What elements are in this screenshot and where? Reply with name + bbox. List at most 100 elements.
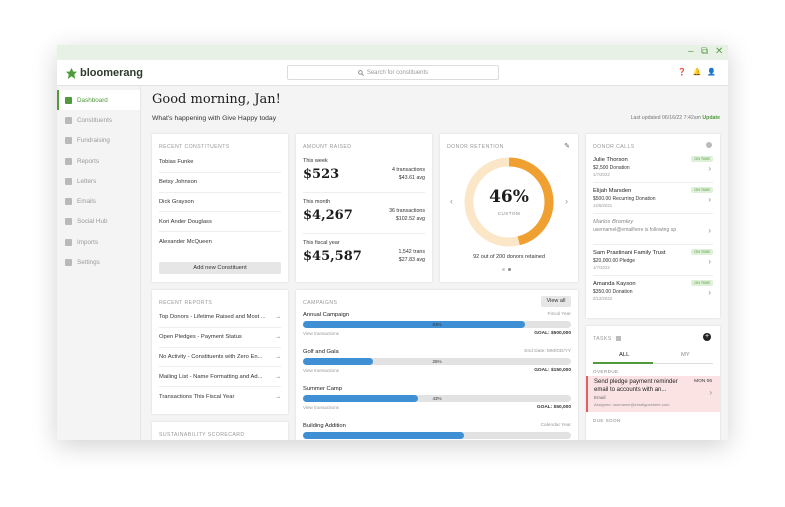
status-badge: ON TIME xyxy=(691,156,713,162)
list-item[interactable]: Tobias Funke xyxy=(159,153,281,173)
list-item[interactable]: Alexander McQueen xyxy=(159,239,212,246)
tab-all[interactable]: ALL xyxy=(619,352,630,358)
amount-raised-card: AMOUNT RAISED This week $523 4 transacti… xyxy=(296,134,432,282)
sidebar-item-settings[interactable]: Settings xyxy=(57,252,140,272)
tasks-card: TASKS + ALL MY OVERDUE Send pledge payme… xyxy=(586,326,720,440)
campaign-goal: GOAL: $500,000 xyxy=(534,331,571,336)
amount-row: This month $4,267 36 transactions $102.52… xyxy=(303,193,425,234)
tab-my[interactable]: MY xyxy=(681,352,690,358)
list-item[interactable]: Transactions This Fiscal Year → xyxy=(159,394,281,401)
sidebar-item-constituents[interactable]: Constituents xyxy=(57,110,140,130)
retention-ring-fill xyxy=(464,157,554,247)
list-item[interactable]: Mailing List - Name Formatting and Ad...… xyxy=(159,367,281,388)
campaign-row[interactable]: Annual Campaign Fiscal Year 83% View transa… xyxy=(303,308,571,345)
card-title: SUSTAINABILITY SCORECARD xyxy=(159,432,245,438)
retention-sublabel: CUSTOM xyxy=(497,211,521,216)
status-badge: ON TIME xyxy=(691,187,713,193)
bell-icon[interactable]: 🔔 xyxy=(692,69,702,76)
view-all-button[interactable]: View all xyxy=(541,296,571,307)
title-bar: – ⧉ ✕ xyxy=(57,45,728,60)
add-task-button[interactable]: + xyxy=(703,333,711,341)
chevron-right-icon: › xyxy=(708,226,711,235)
search-input[interactable]: Search for constituents xyxy=(287,65,499,80)
campaign-row[interactable]: Building Addition Calendar Year xyxy=(303,419,571,440)
arrow-right-icon: → xyxy=(275,353,281,360)
campaign-row[interactable]: Golf and Gala End Date: MM/DD/YY 26% View t… xyxy=(303,345,571,382)
chevron-right-icon: › xyxy=(708,288,711,297)
sidebar-item-social-hub[interactable]: Social Hub xyxy=(57,212,140,232)
sustainability-card: SUSTAINABILITY SCORECARD xyxy=(152,422,288,440)
list-item[interactable]: Kori Ander Douglass xyxy=(159,212,281,233)
recent-constituents-card: RECENT CONSTITUENTS Tobias Funke Betsy J… xyxy=(152,134,288,282)
arrow-right-icon: → xyxy=(275,373,281,380)
search-placeholder: Search for constituents xyxy=(366,69,429,76)
sidebar-item-reports[interactable]: Reports xyxy=(57,151,140,171)
list-item[interactable]: Elijah Marsden $500.00 Recurring Donatio… xyxy=(593,183,713,214)
close-button[interactable]: ✕ xyxy=(715,46,724,57)
chevron-right-icon: › xyxy=(709,388,712,397)
task-list-icon xyxy=(616,336,621,341)
phone-icon[interactable] xyxy=(706,142,712,148)
user-icon[interactable]: 👤 xyxy=(707,69,716,76)
campaign-row[interactable]: Summer Camp 43% View transactions GOAL: $50… xyxy=(303,382,571,419)
campaign-name: Annual Campaign xyxy=(303,312,350,318)
sidebar-item-imports[interactable]: Imports xyxy=(57,232,140,252)
arrow-right-icon: → xyxy=(275,314,281,321)
arrow-right-icon: → xyxy=(275,394,281,401)
donor-calls-card: DONOR CALLS Julie Thorson $2,500 Donatio… xyxy=(586,134,720,318)
list-item[interactable]: Open Pledges - Payment Status → xyxy=(159,328,281,348)
campaign-progress-fill xyxy=(303,321,526,328)
tab-underline xyxy=(593,362,653,364)
sidebar-item-dashboard[interactable]: Dashboard xyxy=(57,90,140,111)
minimize-button[interactable]: – xyxy=(688,46,694,57)
sidebar-item-letters[interactable]: Letters xyxy=(57,171,140,191)
page-title: Good morning, Jan! xyxy=(152,92,281,107)
list-item[interactable]: Betsy Johnson xyxy=(159,173,281,193)
last-updated-text: Last updated 06/16/22 7:42am xyxy=(630,115,701,121)
amount-value: $4,267 xyxy=(303,208,353,223)
carousel-dots[interactable] xyxy=(502,268,511,271)
help-icon[interactable]: ❓ xyxy=(677,69,687,76)
list-item[interactable]: No Activity - Constituents with Zero En.… xyxy=(159,348,281,368)
list-item[interactable]: Amanda Kayson $350.00 Donation 2/12/2022… xyxy=(593,280,713,301)
sidebar-item-emails[interactable]: Emails xyxy=(57,191,140,211)
search-icon xyxy=(357,69,364,76)
chevron-right-icon: › xyxy=(708,257,711,266)
list-item[interactable]: Sam Prastinani Family Trust $20,000.00 P… xyxy=(593,245,713,276)
list-item[interactable]: Top Donors - Lifetime Raised and Most ..… xyxy=(159,308,281,328)
campaign-name: Golf and Gala xyxy=(303,349,339,355)
campaign-percent: 43% xyxy=(432,396,442,401)
brand-logo[interactable]: bloomerang xyxy=(66,67,143,79)
page-subtitle: What's happening with Give Happy today xyxy=(152,115,277,122)
view-transactions-link[interactable]: View transactions xyxy=(303,405,339,410)
edit-pencil-icon[interactable]: ✎ xyxy=(564,143,570,150)
card-title: TASKS xyxy=(593,336,612,342)
list-item[interactable]: Marlos Bromley usernamel@emailhere is fo… xyxy=(593,214,713,245)
chart-icon xyxy=(65,157,72,165)
list-item[interactable]: Julie Thorson $2,500 Donation 1/7/2022 O… xyxy=(593,152,713,183)
update-link[interactable]: Update xyxy=(702,115,720,121)
sidebar-item-fundraising[interactable]: Fundraising xyxy=(57,131,140,151)
overdue-task[interactable]: Send pledge payment reminder email to ac… xyxy=(586,376,720,412)
campaign-progress-fill xyxy=(303,395,419,402)
main-content: Good morning, Jan! What's happening with… xyxy=(142,86,728,440)
status-badge: ON TIME xyxy=(691,249,713,255)
campaign-name: Building Addition xyxy=(303,423,346,429)
campaign-progress: 83% xyxy=(303,321,571,328)
chevron-right-icon[interactable]: › xyxy=(565,196,568,206)
restore-button[interactable]: ⧉ xyxy=(701,46,709,57)
sidebar: Dashboard Constituents Fundraising Repor… xyxy=(57,86,141,440)
list-item[interactable]: Dick Grayson xyxy=(159,193,281,213)
donor-retention-card: DONOR RETENTION ✎ ‹ › 46% CUSTOM 92 out … xyxy=(440,134,578,282)
amount-value: $45,587 xyxy=(303,249,362,264)
view-transactions-link[interactable]: View transactions xyxy=(303,331,339,336)
view-transactions-link[interactable]: View transactions xyxy=(303,368,339,373)
campaign-tag: Fiscal Year xyxy=(547,312,571,317)
import-icon xyxy=(65,238,72,246)
email-icon xyxy=(65,198,72,206)
campaign-percent: 26% xyxy=(432,359,442,364)
amount-row: This fiscal year $45,587 1,542 trans $27.… xyxy=(303,240,425,264)
campaign-tag: Calendar Year xyxy=(540,423,571,428)
add-constituent-button[interactable]: Add new Constituent xyxy=(159,262,281,274)
chevron-left-icon[interactable]: ‹ xyxy=(450,196,453,206)
